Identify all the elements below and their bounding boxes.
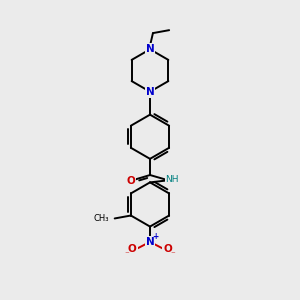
Text: ⁻: ⁻ bbox=[170, 250, 175, 259]
Text: ⁻: ⁻ bbox=[125, 250, 129, 259]
Text: O: O bbox=[128, 244, 137, 254]
Text: N: N bbox=[146, 44, 154, 54]
Text: N: N bbox=[146, 87, 154, 97]
Text: NH: NH bbox=[165, 175, 178, 184]
Text: O: O bbox=[127, 176, 135, 186]
Text: +: + bbox=[152, 232, 158, 241]
Text: CH₃: CH₃ bbox=[94, 214, 110, 223]
Text: N: N bbox=[146, 237, 154, 247]
Text: O: O bbox=[163, 244, 172, 254]
